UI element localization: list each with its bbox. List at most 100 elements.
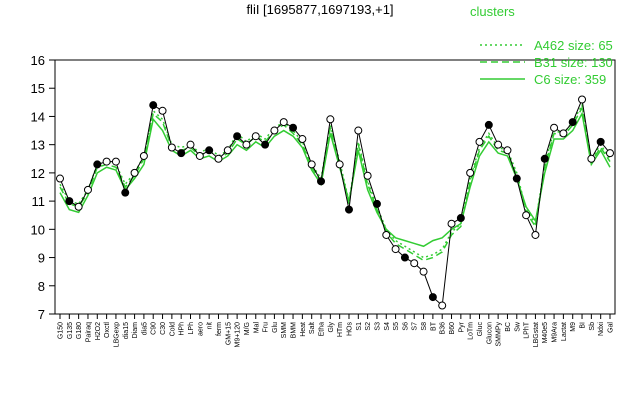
x-tick-label: Etha xyxy=(319,322,326,337)
profile-point xyxy=(578,95,587,104)
profile-point xyxy=(419,267,428,276)
profile-point xyxy=(93,160,102,169)
profile-point xyxy=(177,149,186,158)
x-tick-label: HOs xyxy=(346,322,353,337)
x-tick-label: S6 xyxy=(402,322,409,331)
profile-point xyxy=(568,118,577,127)
profile-point xyxy=(121,188,130,197)
profile-point xyxy=(270,126,279,135)
x-tick-label: HTm xyxy=(337,322,344,337)
x-tick-label: dia15 xyxy=(123,322,130,339)
x-tick-label: S8 xyxy=(421,322,428,331)
profile-point xyxy=(223,146,232,155)
x-tick-label: G150 xyxy=(58,322,65,339)
x-tick-label: Ndxi xyxy=(598,322,605,336)
profile-point xyxy=(344,205,353,214)
x-tick-label: Pairaq xyxy=(85,322,92,342)
legend-label: A462 size: 65 xyxy=(534,38,613,53)
profile-point xyxy=(363,171,372,180)
profile-point xyxy=(606,149,614,158)
y-tick-label: 9 xyxy=(38,251,45,266)
x-tick-label: LoTm xyxy=(468,322,475,340)
profile-point xyxy=(531,230,540,239)
y-tick-label: 10 xyxy=(31,222,45,237)
profile-point xyxy=(195,151,204,160)
profile-point xyxy=(317,177,326,186)
profile-point xyxy=(130,168,139,177)
x-tick-label: M9+120 xyxy=(235,322,242,348)
profile-point xyxy=(83,185,92,194)
profile-point xyxy=(484,120,493,129)
y-tick-label: 12 xyxy=(31,166,45,181)
y-tick-label: 15 xyxy=(31,81,45,96)
y-tick-label: 14 xyxy=(31,109,45,124)
x-tick-label: Glu xyxy=(272,322,279,333)
x-tick-label: H2O2 xyxy=(95,322,102,340)
x-tick-label: BC xyxy=(505,322,512,332)
profile-point xyxy=(335,160,344,169)
profile-point xyxy=(512,174,521,183)
x-tick-label: aero xyxy=(197,322,204,336)
x-tick-label: M9Ara xyxy=(552,322,559,343)
profile-point xyxy=(149,101,158,110)
profile-point xyxy=(289,123,298,132)
y-tick-label: 8 xyxy=(38,279,45,294)
profile-point xyxy=(56,174,64,183)
profile-point xyxy=(372,199,381,208)
x-tick-label: Salt xyxy=(309,322,316,334)
x-tick-label: Glucon xyxy=(486,322,493,344)
profile-point xyxy=(279,118,288,127)
x-tick-label: nit xyxy=(207,322,214,329)
profile-point xyxy=(494,140,503,149)
profile-point xyxy=(307,160,316,169)
profile-point xyxy=(74,202,83,211)
x-tick-label: Fru xyxy=(263,322,270,333)
x-tick-label: BMM xyxy=(291,322,298,339)
cluster-line xyxy=(59,102,611,259)
profile-point xyxy=(326,115,335,124)
profile-point xyxy=(559,129,568,138)
profile-point xyxy=(438,301,447,310)
profile-point xyxy=(167,143,176,152)
profile-point xyxy=(596,137,605,146)
x-tick-label: LBGstat xyxy=(533,322,540,347)
x-tick-label: ferm xyxy=(216,322,223,336)
profile-point xyxy=(261,140,270,149)
profile-point xyxy=(102,157,111,166)
x-tick-label: M40e5 xyxy=(542,322,549,344)
plot-frame xyxy=(54,59,616,315)
x-tick-label: dia5 xyxy=(141,322,148,335)
x-tick-label: B60 xyxy=(449,322,456,335)
x-tick-label: Gluc xyxy=(477,322,484,337)
x-tick-label: Cold xyxy=(169,322,176,337)
x-tick-label: LPh xyxy=(188,322,195,335)
x-tick-label: BT xyxy=(430,321,437,331)
profile-point xyxy=(251,132,260,141)
x-tick-label: Lactat xyxy=(561,322,568,341)
x-tick-label: B36 xyxy=(440,322,447,335)
x-tick-label: C30 xyxy=(160,322,167,335)
profile-point xyxy=(456,214,465,223)
y-tick-label: 7 xyxy=(38,307,45,322)
x-tick-label: SMMPy xyxy=(496,322,503,347)
legend-label: B31 size: 130 xyxy=(534,55,613,70)
x-tick-label: S5 xyxy=(393,322,400,331)
x-tick-label: M/G xyxy=(244,322,251,335)
y-tick-label: 13 xyxy=(31,138,45,153)
profile-point xyxy=(242,140,251,149)
x-tick-label: Pyr xyxy=(458,321,465,332)
x-tick-label: Sb xyxy=(589,322,596,331)
x-tick-label: M9 xyxy=(570,322,577,332)
profile-point xyxy=(475,137,484,146)
profile-point xyxy=(428,293,437,302)
legend-label: C6 size: 359 xyxy=(534,72,606,87)
x-tick-label: S4 xyxy=(384,322,391,331)
profile-point xyxy=(400,253,409,262)
x-tick-label: C90 xyxy=(151,322,158,335)
profile-point xyxy=(503,146,512,155)
profile-point xyxy=(158,106,167,115)
y-tick-label: 11 xyxy=(32,194,46,209)
x-tick-label: S2 xyxy=(365,322,372,331)
profile-line xyxy=(59,97,611,307)
